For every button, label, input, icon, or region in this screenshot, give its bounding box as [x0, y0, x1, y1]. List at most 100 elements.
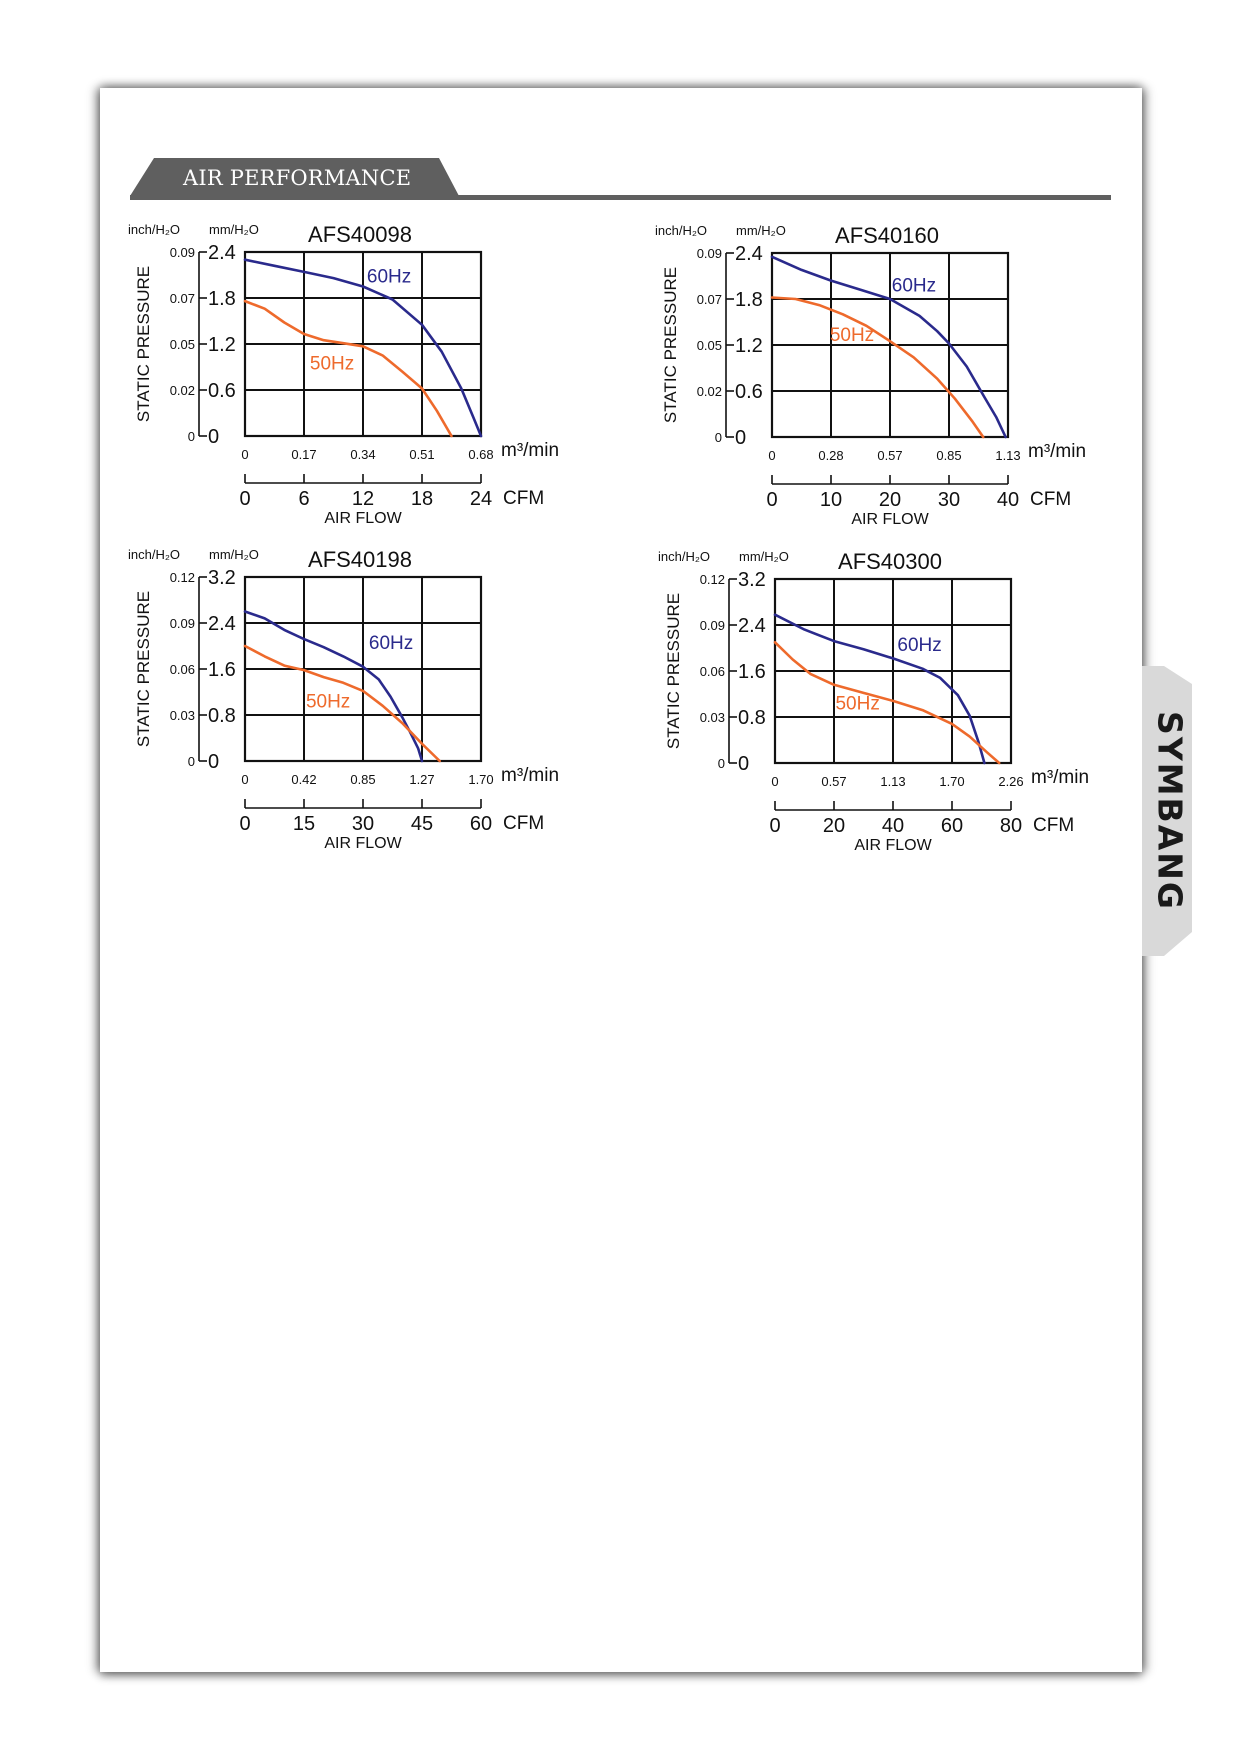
y-unit-inch: inch/H₂O — [128, 222, 180, 237]
y-tick-label-inch: 0.06 — [170, 662, 195, 677]
chart-title: AFS40098 — [308, 222, 412, 247]
x-tick-label-m3: 0.85 — [936, 448, 961, 463]
section-header-tab — [130, 158, 459, 196]
y-unit-mm: mm/H₂O — [209, 547, 259, 562]
chart-svg: AFS40160 inch/H₂O mm/H₂O STATIC PRESSURE 2.4… — [655, 223, 1086, 528]
y-axis-label: STATIC PRESSURE — [661, 267, 680, 423]
x-tick-label-m3: 1.70 — [468, 772, 493, 787]
x-tick-label-cfm: 45 — [411, 813, 433, 835]
x-tick-label-cfm: 30 — [938, 489, 960, 511]
y-tick-label-inch: 0.03 — [170, 708, 195, 723]
y-tick-label-mm: 3.2 — [738, 569, 766, 591]
series-line-50hz — [770, 296, 985, 439]
y-tick-label-inch: 0.09 — [170, 616, 195, 631]
x-unit-cfm: CFM — [503, 813, 544, 834]
y-tick-label-mm: 0.6 — [735, 381, 763, 403]
y-tick-label-mm: 0.8 — [738, 707, 766, 729]
series-line-50hz — [243, 299, 453, 438]
y-axis-label: STATIC PRESSURE — [134, 591, 153, 747]
chart-svg: AFS40098 inch/H₂O mm/H₂O STATIC PRESSURE 2.4… — [128, 222, 559, 527]
x-tick-label-m3: 0.57 — [877, 448, 902, 463]
y-unit-mm: mm/H₂O — [736, 223, 786, 238]
brand-logo: SYMBANG — [1150, 711, 1190, 911]
x-axis-label: AIR FLOW — [324, 835, 402, 852]
x-tick-label-cfm: 40 — [882, 815, 904, 837]
x-unit-m3: m³/min — [1031, 767, 1089, 788]
y-tick-label-mm: 0 — [208, 426, 219, 448]
x-tick-label-m3: 1.27 — [409, 772, 434, 787]
x-tick-label-m3: 0.17 — [291, 447, 316, 462]
x-tick-label-cfm: 0 — [769, 815, 780, 837]
x-unit-m3: m³/min — [501, 765, 559, 786]
series-line-60hz — [773, 613, 986, 765]
x-axis-label: AIR FLOW — [324, 510, 402, 527]
y-tick-label-inch: 0.05 — [697, 338, 722, 353]
x-tick-label-m3: 0.42 — [291, 772, 316, 787]
brand-tab-bg — [1142, 666, 1192, 956]
y-tick-label-inch: 0.12 — [700, 572, 725, 587]
chart-afs40160: AFS40160 inch/H₂O mm/H₂O STATIC PRESSURE 2.4… — [655, 223, 1175, 543]
x-tick-label-m3: 0.51 — [409, 447, 434, 462]
x-tick-label-cfm: 20 — [879, 489, 901, 511]
x-tick-label-m3: 2.26 — [998, 774, 1023, 789]
x-tick-label-cfm: 0 — [239, 488, 250, 510]
y-unit-mm: mm/H₂O — [739, 549, 789, 564]
section-title: AIR PERFORMANCE — [183, 166, 412, 190]
y-axis-label: STATIC PRESSURE — [664, 593, 683, 749]
y-tick-label-inch: 0.09 — [697, 246, 722, 261]
y-tick-label-mm: 0.6 — [208, 380, 236, 402]
x-unit-cfm: CFM — [1033, 815, 1074, 836]
y-tick-label-mm: 0 — [208, 751, 219, 773]
series-line-50hz — [243, 644, 441, 763]
x-tick-label-cfm: 15 — [293, 813, 315, 835]
chart-afs40300: AFS40300 inch/H₂O mm/H₂O STATIC PRESSURE 3.2… — [658, 549, 1178, 869]
series-label-60hz: 60Hz — [897, 635, 941, 656]
y-unit-inch: inch/H₂O — [655, 223, 707, 238]
x-tick-label-cfm: 0 — [239, 813, 250, 835]
chart-title: AFS40300 — [838, 549, 942, 574]
chart-title: AFS40160 — [835, 223, 939, 248]
x-unit-m3: m³/min — [501, 440, 559, 461]
series-label-50hz: 50Hz — [835, 694, 879, 715]
y-tick-label-mm: 2.4 — [735, 243, 763, 265]
y-tick-label-mm: 2.4 — [208, 613, 236, 635]
section-header: AIR PERFORMANCE — [130, 157, 1111, 202]
chart-svg: AFS40198 inch/H₂O mm/H₂O STATIC PRESSURE 3.2… — [128, 547, 559, 852]
x-tick-label-m3: 0 — [241, 447, 248, 462]
x-tick-label-cfm: 80 — [1000, 815, 1022, 837]
x-tick-label-m3: 0 — [768, 448, 775, 463]
y-unit-inch: inch/H₂O — [658, 549, 710, 564]
x-unit-cfm: CFM — [503, 488, 544, 509]
y-tick-label-inch: 0 — [715, 430, 722, 445]
y-tick-label-mm: 1.8 — [208, 288, 236, 310]
series-label-60hz: 60Hz — [369, 633, 413, 654]
page-sheet — [100, 88, 1142, 1672]
y-tick-label-mm: 0.8 — [208, 705, 236, 727]
y-unit-mm: mm/H₂O — [209, 222, 259, 237]
series-label-50hz: 50Hz — [306, 692, 350, 713]
chart-svg: AFS40300 inch/H₂O mm/H₂O STATIC PRESSURE 3.2… — [658, 549, 1089, 854]
y-tick-label-mm: 2.4 — [738, 615, 766, 637]
x-tick-label-cfm: 30 — [352, 813, 374, 835]
series-line-60hz — [243, 258, 483, 438]
section-header-rule — [130, 195, 1111, 200]
y-tick-label-mm: 1.6 — [208, 659, 236, 681]
y-tick-label-mm: 3.2 — [208, 567, 236, 589]
series-line-50hz — [773, 641, 1001, 765]
x-unit-cfm: CFM — [1030, 489, 1071, 510]
x-tick-label-cfm: 12 — [352, 488, 374, 510]
x-tick-label-m3: 0 — [771, 774, 778, 789]
x-tick-label-m3: 0.34 — [350, 447, 375, 462]
plot-frame — [243, 250, 483, 438]
x-tick-label-cfm: 40 — [997, 489, 1019, 511]
plot-frame — [770, 251, 1010, 439]
x-tick-label-cfm: 20 — [823, 815, 845, 837]
y-tick-label-inch: 0 — [188, 429, 195, 444]
series-label-50hz: 50Hz — [310, 353, 354, 374]
y-tick-label-inch: 0.02 — [170, 383, 195, 398]
chart-title: AFS40198 — [308, 547, 412, 572]
x-tick-label-m3: 0.57 — [821, 774, 846, 789]
y-tick-label-inch: 0 — [188, 754, 195, 769]
y-tick-label-mm: 1.2 — [208, 334, 236, 356]
y-tick-label-inch: 0.09 — [700, 618, 725, 633]
